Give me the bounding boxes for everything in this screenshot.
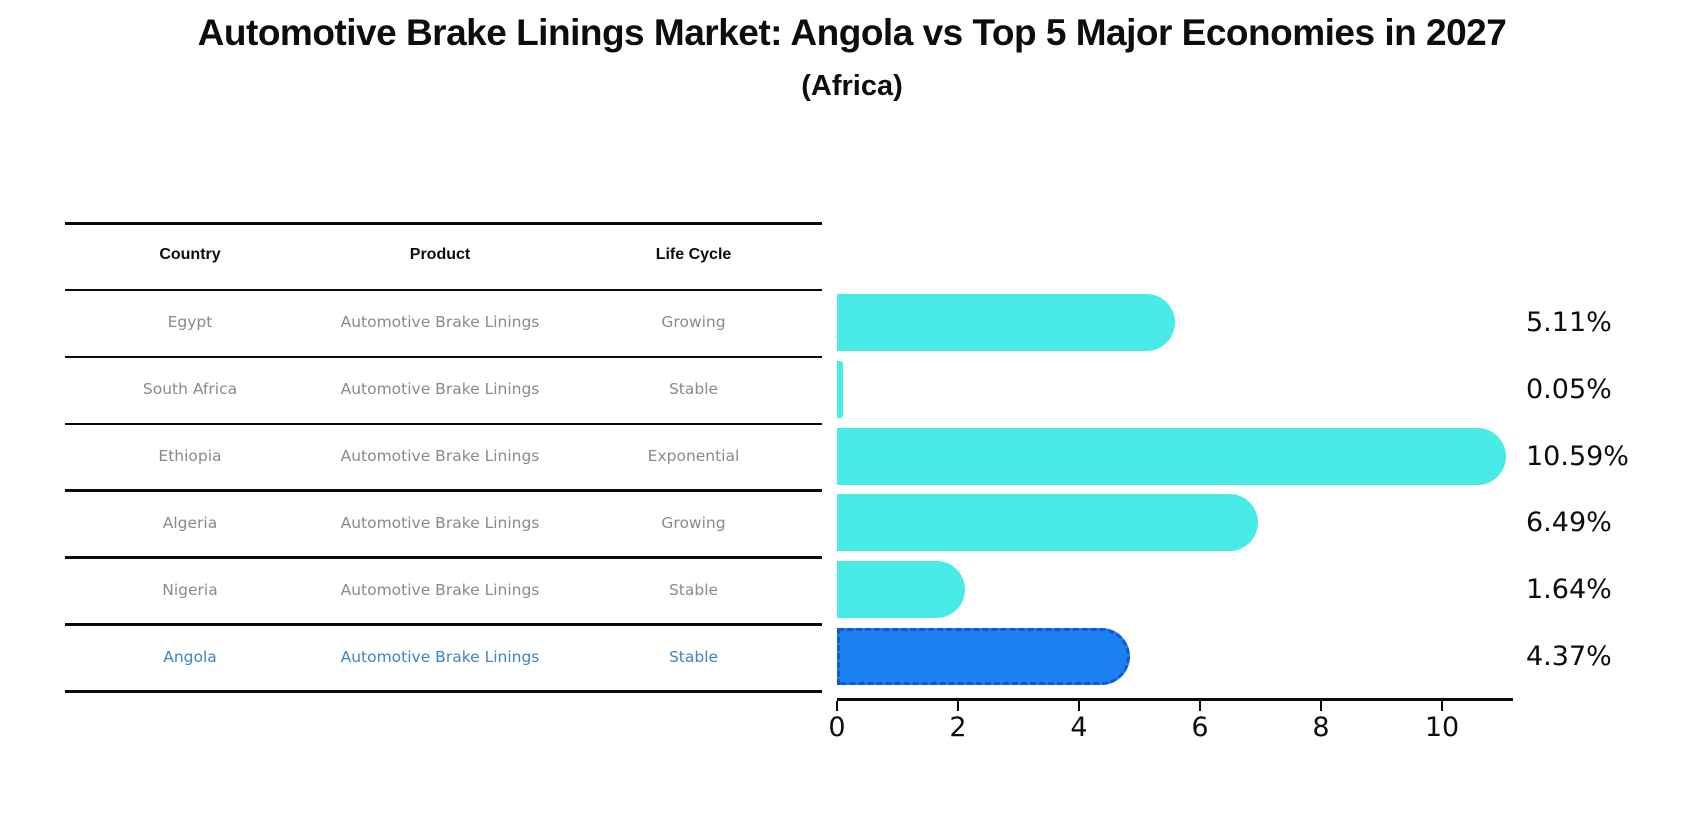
x-axis-tick [1077, 701, 1081, 711]
table-row-ethiopia-country: Ethiopia [158, 447, 222, 465]
x-axis-tick [1319, 701, 1323, 711]
bar-ethiopia [837, 427, 1507, 485]
table-row-nigeria: Nigeria Automotive Brake Linings Stable [65, 556, 822, 623]
table-bottom-border [65, 690, 822, 693]
table-row-egypt: Egypt Automotive Brake Linings Growing [65, 289, 822, 356]
table-row-divider [65, 489, 822, 492]
table-row-south-africa: South Africa Automotive Brake Linings Stab… [65, 356, 822, 423]
table-header-row-country: Country [159, 246, 221, 264]
table-row-south-africa-life-cycle: Stable [668, 380, 719, 399]
table-row-algeria-life-cycle: Growing [661, 513, 726, 532]
table-row-divider [65, 556, 822, 559]
table-row-angola-country: Angola [163, 647, 217, 666]
table-row-ethiopia-life-cycle: Exponential [647, 447, 740, 465]
value-label-south-africa: 0.05% [1526, 373, 1612, 405]
page-subtitle: (Africa) [801, 70, 903, 102]
page-title: Automotive Brake Linings Market: Angola … [197, 12, 1507, 53]
table-top-border [65, 222, 822, 225]
table-row-algeria-product: Automotive Brake Linings [340, 513, 540, 532]
table-row-algeria-country: Algeria [162, 513, 218, 532]
table-row-ethiopia: Ethiopia Automotive Brake Linings Exponent… [65, 423, 822, 490]
x-axis-line [837, 698, 1513, 701]
bar-egypt [837, 293, 1175, 351]
table-row-south-africa-country: South Africa [142, 380, 238, 399]
table-row-south-africa-product: Automotive Brake Linings [340, 380, 540, 399]
table-row-nigeria-country: Nigeria [162, 580, 218, 599]
x-axis-tick-label: 4 [1070, 712, 1088, 743]
x-axis-tick-label: 6 [1191, 712, 1209, 743]
table-row-egypt-country: Egypt [167, 313, 213, 332]
table-row-nigeria-product: Automotive Brake Linings [340, 580, 540, 599]
table-header-row: Country Product Life Cycle [65, 222, 822, 289]
bar-south-africa [837, 360, 844, 418]
x-axis-tick [1440, 701, 1444, 711]
bar-angola [837, 628, 1130, 686]
table-header-row-life-cycle: Life Cycle [655, 246, 732, 264]
x-axis-tick-label: 0 [828, 712, 846, 743]
table-row-ethiopia-product: Automotive Brake Linings [340, 447, 540, 465]
table-row-divider [65, 288, 822, 292]
x-axis-tick [956, 701, 960, 711]
table-row-angola: Angola Automotive Brake Linings Stable [65, 623, 822, 690]
table-row-divider [65, 355, 822, 359]
table-row-angola-life-cycle: Stable [668, 647, 719, 666]
x-axis-tick-label: 10 [1424, 712, 1460, 743]
x-axis-tick-label: 2 [949, 712, 967, 743]
value-label-nigeria: 1.64% [1526, 574, 1612, 606]
table-row-algeria: Algeria Automotive Brake Linings Growing [65, 489, 822, 556]
value-label-angola: 4.37% [1526, 641, 1612, 673]
table-row-egypt-life-cycle: Growing [661, 313, 726, 332]
value-label-algeria: 6.49% [1526, 507, 1612, 539]
bar-algeria [837, 494, 1259, 552]
table-row-divider [65, 623, 822, 626]
x-axis-tick [835, 701, 839, 711]
table-row-egypt-product: Automotive Brake Linings [340, 313, 540, 332]
value-label-ethiopia: 10.59% [1526, 440, 1629, 472]
x-axis-tick-label: 8 [1312, 712, 1330, 743]
value-label-egypt: 5.11% [1526, 306, 1612, 338]
table-row-angola-product: Automotive Brake Linings [340, 647, 540, 666]
bar-nigeria [837, 561, 965, 619]
x-axis-tick [1198, 701, 1202, 711]
table-row-divider [65, 422, 822, 426]
table-header-row-product: Product [409, 246, 471, 264]
table-row-nigeria-life-cycle: Stable [668, 580, 719, 599]
